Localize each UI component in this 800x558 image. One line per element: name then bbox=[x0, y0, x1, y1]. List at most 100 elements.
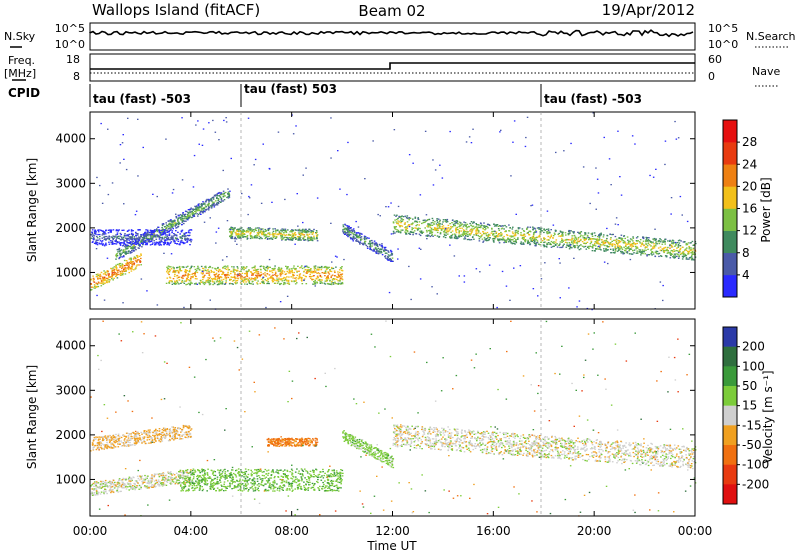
scatter-cell bbox=[253, 231, 255, 232]
scatter-cell bbox=[368, 238, 370, 239]
scatter-cell bbox=[311, 238, 313, 239]
scatter-cell bbox=[222, 271, 224, 272]
scatter-cell bbox=[552, 246, 554, 247]
noise-cell bbox=[420, 278, 422, 279]
scatter-cell bbox=[284, 283, 286, 284]
scatter-cell bbox=[513, 241, 515, 242]
scatter-cell bbox=[130, 267, 132, 268]
scatter-cell bbox=[612, 249, 614, 250]
scatter-cell bbox=[143, 234, 145, 235]
scatter-cell bbox=[237, 268, 239, 269]
scatter-cell bbox=[565, 234, 567, 235]
scatter-cell bbox=[341, 268, 343, 269]
scatter-cell bbox=[175, 281, 177, 282]
scatter-cell bbox=[483, 231, 485, 232]
scatter-cell bbox=[91, 287, 93, 288]
scatter-cell bbox=[407, 225, 409, 226]
scatter-cell bbox=[289, 271, 291, 272]
scatter-cell bbox=[125, 252, 127, 253]
scatter-cell bbox=[595, 239, 597, 240]
scatter-cell bbox=[145, 238, 147, 239]
scatter-cell bbox=[266, 267, 268, 268]
scatter-cell bbox=[619, 248, 621, 249]
scatter-cell bbox=[117, 270, 119, 271]
scatter-cell bbox=[385, 258, 387, 259]
scatter-cell bbox=[332, 275, 334, 276]
scatter-cell bbox=[475, 231, 477, 232]
scatter-cell bbox=[562, 245, 564, 246]
scatter-cell bbox=[216, 193, 218, 194]
scatter-cell bbox=[108, 276, 110, 277]
scatter-cell bbox=[313, 237, 315, 238]
scatter-cell bbox=[366, 238, 368, 239]
scatter-cell bbox=[120, 274, 122, 275]
noise-cell bbox=[339, 189, 341, 190]
scatter-cell bbox=[499, 225, 501, 226]
scatter-cell bbox=[250, 238, 252, 239]
scatter-cell bbox=[106, 282, 108, 283]
scatter-cell bbox=[444, 235, 446, 236]
noise-cell bbox=[482, 242, 484, 243]
scatter-cell bbox=[229, 194, 231, 195]
scatter-cell bbox=[202, 279, 204, 280]
noise-cell bbox=[181, 117, 183, 118]
scatter-cell bbox=[640, 239, 642, 240]
beam-title: Beam 02 bbox=[358, 2, 425, 20]
colorbar-tick-label: 20 bbox=[742, 179, 757, 193]
scatter-cell bbox=[287, 229, 289, 230]
scatter-cell bbox=[243, 282, 245, 283]
scatter-cell bbox=[280, 278, 282, 279]
scatter-cell bbox=[502, 239, 504, 240]
scatter-cell bbox=[104, 279, 106, 280]
scatter-cell bbox=[106, 275, 108, 276]
scatter-cell bbox=[235, 232, 237, 233]
scatter-cell bbox=[456, 220, 458, 221]
colorbar-tick-label: 28 bbox=[742, 135, 757, 149]
scatter-cell bbox=[189, 274, 191, 275]
cpid-segment-3: tau (fast) -503 bbox=[544, 92, 642, 106]
scatter-cell bbox=[477, 227, 479, 228]
noise-cell bbox=[255, 159, 257, 160]
scatter-cell bbox=[198, 209, 200, 210]
freq-label-line1: Freq. bbox=[8, 54, 35, 67]
scatter-cell bbox=[534, 228, 536, 229]
scatter-cell bbox=[115, 259, 117, 260]
scatter-cell bbox=[675, 255, 677, 256]
scatter-cell bbox=[380, 251, 382, 252]
scatter-cell bbox=[463, 238, 465, 239]
scatter-cell bbox=[469, 230, 471, 231]
scatter-cell bbox=[377, 245, 379, 246]
noise-cell bbox=[576, 306, 578, 307]
scatter-cell bbox=[98, 278, 100, 279]
scatter-cell bbox=[174, 241, 176, 242]
scatter-cell bbox=[587, 247, 589, 248]
scatter-cell bbox=[189, 244, 191, 245]
scatter-cell bbox=[125, 273, 127, 274]
noise-cell bbox=[123, 159, 125, 160]
scatter-cell bbox=[548, 230, 550, 231]
scatter-cell bbox=[500, 232, 502, 233]
scatter-cell bbox=[532, 229, 534, 230]
scatter-cell bbox=[683, 251, 685, 252]
scatter-cell bbox=[446, 231, 448, 232]
scatter-cell bbox=[517, 237, 519, 238]
scatter-cell bbox=[125, 263, 127, 264]
noise-cell bbox=[617, 224, 619, 225]
scatter-cell bbox=[598, 243, 600, 244]
scatter-cell bbox=[443, 236, 445, 237]
scatter-cell bbox=[546, 244, 548, 245]
scatter-cell bbox=[603, 234, 605, 235]
scatter-cell bbox=[530, 241, 532, 242]
scatter-cell bbox=[114, 273, 116, 274]
scatter-cell bbox=[454, 237, 456, 238]
scatter-cell bbox=[132, 261, 134, 262]
scatter-cell bbox=[604, 243, 606, 244]
scatter-cell bbox=[643, 241, 645, 242]
scatter-cell bbox=[662, 248, 664, 249]
scatter-cell bbox=[688, 242, 690, 243]
noise-cell bbox=[664, 164, 666, 165]
scatter-cell bbox=[304, 267, 306, 268]
scatter-cell bbox=[549, 244, 551, 245]
scatter-cell bbox=[112, 240, 114, 241]
